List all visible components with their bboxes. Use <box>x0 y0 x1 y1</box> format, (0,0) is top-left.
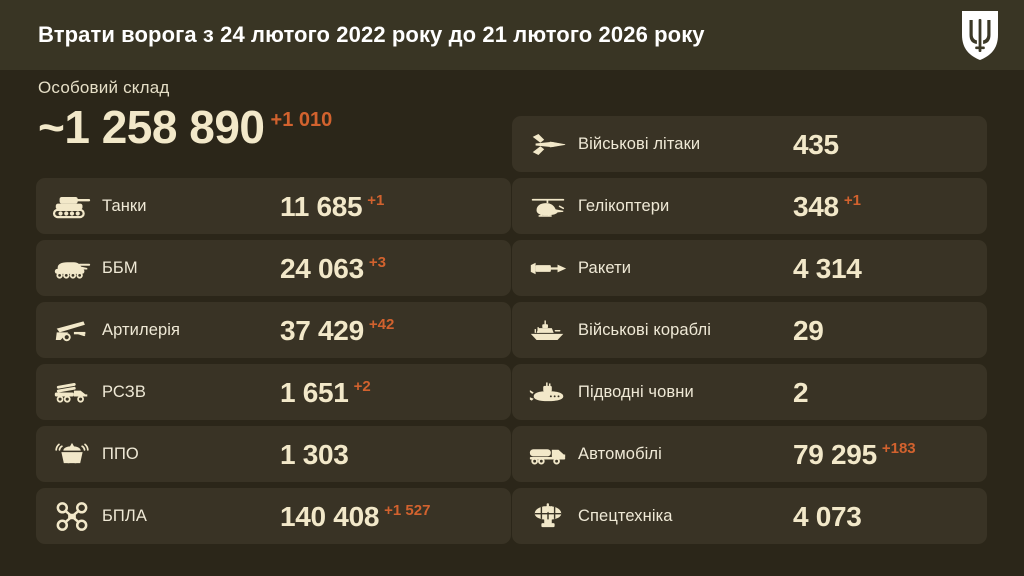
air-defence-icon <box>44 441 100 468</box>
right-stat-column: Військові літаки 435 Гелікоптери <box>512 116 987 550</box>
stat-value-group: 29 <box>793 313 824 348</box>
stat-label: Гелікоптери <box>578 196 670 215</box>
stat-label: Військові кораблі <box>578 320 711 339</box>
stat-value-group: 1 651 +2 <box>280 375 371 410</box>
drone-icon <box>44 501 100 532</box>
submarine-icon <box>520 379 576 406</box>
left-stat-column: Танки 11 685 +1 ББМ 24 063 <box>36 178 511 550</box>
missile-icon <box>520 255 576 282</box>
stat-value-group: 24 063 +3 <box>280 251 386 286</box>
artillery-icon <box>44 317 100 344</box>
stat-row-vehicles: Автомобілі 79 295 +183 <box>512 426 987 482</box>
truck-icon <box>520 441 576 468</box>
stat-label: Ракети <box>578 258 632 277</box>
stat-value: 24 063 <box>280 252 364 284</box>
stat-delta: +1 <box>367 191 385 209</box>
stat-label: ББМ <box>102 258 138 277</box>
stat-delta: +3 <box>368 253 386 271</box>
ukraine-trident-shield-emblem-icon <box>960 9 1000 61</box>
stat-row-air-defence: ППО 1 303 <box>36 426 511 482</box>
fighter-jet-icon <box>520 131 576 158</box>
special-equipment-icon <box>520 502 576 531</box>
stat-row-submarines: Підводні човни 2 <box>512 364 987 420</box>
stat-delta: +183 <box>881 439 916 457</box>
stat-value-group: 1 303 <box>280 437 349 472</box>
stat-label: Підводні човни <box>578 382 694 401</box>
stat-row-apc: ББМ 24 063 +3 <box>36 240 511 296</box>
stat-value-group: 435 <box>793 127 839 162</box>
stat-row-mlrs: РСЗВ 1 651 +2 <box>36 364 511 420</box>
tank-icon <box>44 193 100 220</box>
stat-value-group: 2 <box>793 375 809 410</box>
stat-value: 4 314 <box>793 252 862 284</box>
stat-label: РСЗВ <box>102 382 146 401</box>
stat-row-drone: БПЛА 140 408 +1 527 <box>36 488 511 544</box>
mlrs-icon <box>44 379 100 406</box>
helicopter-icon <box>520 193 576 220</box>
stat-row-special-equipment: Спецтехніка 4 073 <box>512 488 987 544</box>
stat-row-helicopter: Гелікоптери 348 +1 <box>512 178 987 234</box>
stat-row-tanks: Танки 11 685 +1 <box>36 178 511 234</box>
stat-label: Спецтехніка <box>578 506 673 525</box>
stat-label: БПЛА <box>102 506 147 525</box>
personnel-block: Особовий склад ~1 258 890 +1 010 <box>38 78 498 151</box>
stat-value-group: 11 685 +1 <box>280 189 384 224</box>
stat-value: 4 073 <box>793 500 862 532</box>
stat-label: Танки <box>102 196 147 215</box>
personnel-delta: +1 010 <box>270 109 333 131</box>
stat-delta: +42 <box>368 315 395 333</box>
stat-value: 348 <box>793 190 839 222</box>
stat-value-group: 140 408 +1 527 <box>280 499 430 534</box>
stat-delta: +2 <box>353 377 371 395</box>
stat-delta: +1 527 <box>384 501 431 519</box>
stat-row-warships: Військові кораблі 29 <box>512 302 987 358</box>
personnel-figure-row: ~1 258 890 +1 010 <box>38 101 498 153</box>
page-title: Втрати ворога з 24 лютого 2022 року до 2… <box>38 22 705 47</box>
stat-value: 1 651 <box>280 376 349 408</box>
stat-value-group: 79 295 +183 <box>793 437 916 472</box>
stat-row-aircraft: Військові літаки 435 <box>512 116 987 172</box>
stat-value: 29 <box>793 314 824 346</box>
stat-value-group: 37 429 +42 <box>280 313 394 348</box>
stat-row-missiles: Ракети 4 314 <box>512 240 987 296</box>
stat-delta: +1 <box>843 191 861 209</box>
stat-value: 1 303 <box>280 438 349 470</box>
stat-value: 2 <box>793 376 809 408</box>
personnel-value: ~1 258 890 <box>38 101 265 153</box>
stat-value: 435 <box>793 128 839 160</box>
stat-value-group: 4 314 <box>793 251 862 286</box>
header-bar: Втрати ворога з 24 лютого 2022 року до 2… <box>0 0 1024 70</box>
stat-value: 140 408 <box>280 500 380 532</box>
stat-label: Артилерія <box>102 320 181 339</box>
stat-value: 79 295 <box>793 438 877 470</box>
warship-icon <box>520 317 576 344</box>
stat-row-artillery: Артилерія 37 429 +42 <box>36 302 511 358</box>
apc-icon <box>44 255 100 282</box>
personnel-label: Особовий склад <box>38 78 170 97</box>
stat-label: Військові літаки <box>578 134 701 153</box>
stat-label: Автомобілі <box>578 444 662 463</box>
stat-value-group: 348 +1 <box>793 189 861 224</box>
stat-label: ППО <box>102 444 139 463</box>
stat-value-group: 4 073 <box>793 499 862 534</box>
stat-value: 37 429 <box>280 314 364 346</box>
stat-value: 11 685 <box>280 190 363 222</box>
